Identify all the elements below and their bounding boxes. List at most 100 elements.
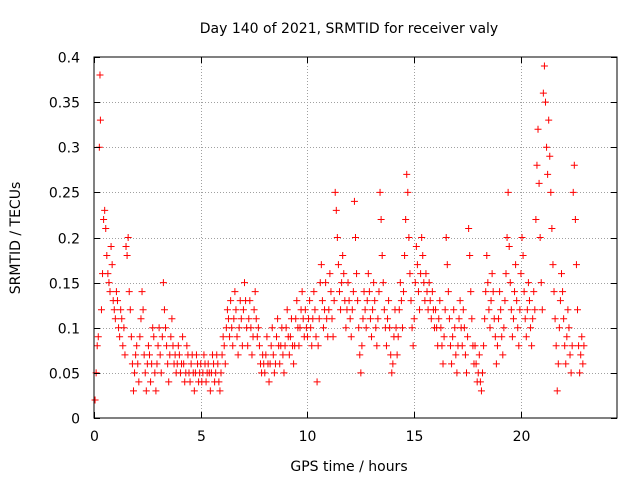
- data-point: [531, 306, 539, 314]
- data-point: [157, 369, 165, 377]
- data-point: [549, 261, 557, 269]
- data-point: [91, 396, 99, 404]
- data-point: [389, 360, 397, 368]
- data-point: [100, 215, 108, 223]
- data-point: [508, 333, 516, 341]
- data-point: [332, 206, 340, 214]
- data-point: [167, 333, 175, 341]
- data-point: [446, 342, 454, 350]
- data-point: [134, 360, 142, 368]
- data-point: [376, 188, 384, 196]
- data-point: [234, 351, 242, 359]
- data-point: [358, 342, 366, 350]
- data-point: [129, 387, 137, 395]
- data-point: [144, 342, 152, 350]
- data-point: [565, 324, 573, 332]
- data-point: [458, 342, 466, 350]
- data-point: [150, 333, 158, 341]
- data-point: [175, 351, 183, 359]
- data-point: [318, 297, 326, 305]
- data-point: [327, 288, 335, 296]
- data-point: [500, 324, 508, 332]
- x-tick-label: 15: [406, 429, 424, 445]
- y-tick-label: 0.1: [58, 322, 80, 338]
- data-point: [356, 351, 364, 359]
- data-point: [308, 342, 316, 350]
- data-point: [247, 324, 255, 332]
- data-point: [276, 360, 284, 368]
- data-point: [538, 306, 546, 314]
- data-point: [577, 351, 585, 359]
- data-point: [139, 306, 147, 314]
- data-point: [164, 360, 172, 368]
- data-point: [404, 188, 412, 196]
- data-point: [544, 170, 552, 178]
- data-point: [131, 369, 139, 377]
- data-point: [240, 279, 248, 287]
- data-point: [165, 378, 173, 386]
- data-point: [428, 288, 436, 296]
- data-point: [159, 279, 167, 287]
- data-point: [345, 297, 353, 305]
- x-tick-label: 20: [513, 429, 531, 445]
- data-point: [413, 261, 421, 269]
- data-point: [279, 351, 287, 359]
- data-point: [183, 342, 191, 350]
- data-point: [149, 324, 157, 332]
- data-point: [463, 369, 471, 377]
- data-point: [151, 369, 159, 377]
- data-point: [384, 315, 392, 323]
- data-point: [369, 306, 377, 314]
- data-point: [286, 333, 294, 341]
- data-point: [476, 378, 484, 386]
- data-point: [397, 297, 405, 305]
- data-point: [290, 360, 298, 368]
- data-point: [551, 315, 559, 323]
- data-point: [221, 360, 229, 368]
- x-tick-labels: 0 5 10 15 20: [90, 429, 530, 445]
- data-point: [540, 62, 548, 70]
- y-tick-label: 0.3: [58, 141, 80, 157]
- data-point: [359, 315, 367, 323]
- data-point: [119, 342, 127, 350]
- data-point: [535, 179, 543, 187]
- data-point: [363, 297, 371, 305]
- data-point: [449, 333, 457, 341]
- data-point: [409, 342, 417, 350]
- x-tick-label: 5: [197, 429, 206, 445]
- data-point: [206, 387, 214, 395]
- data-point: [274, 315, 282, 323]
- data-point: [529, 315, 537, 323]
- data-point: [364, 270, 372, 278]
- y-tick-label: 0.35: [49, 96, 80, 112]
- data-point: [487, 297, 495, 305]
- data-point: [250, 306, 258, 314]
- data-point: [441, 306, 449, 314]
- data-point: [186, 378, 194, 386]
- data-point: [485, 306, 493, 314]
- data-point: [539, 89, 547, 97]
- data-point: [366, 315, 374, 323]
- data-point: [375, 288, 383, 296]
- y-axis-title: SRMTID / TECUs: [8, 182, 24, 295]
- data-point: [254, 324, 262, 332]
- data-point: [521, 315, 529, 323]
- data-point: [560, 315, 568, 323]
- data-point: [118, 315, 126, 323]
- data-point: [301, 306, 309, 314]
- data-point: [103, 252, 111, 260]
- data-point: [448, 360, 456, 368]
- data-point: [347, 333, 355, 341]
- data-point: [104, 270, 112, 278]
- data-point: [239, 306, 247, 314]
- data-point: [219, 333, 227, 341]
- data-point: [513, 297, 521, 305]
- data-point: [126, 306, 134, 314]
- data-point: [553, 387, 561, 395]
- data-point: [105, 279, 113, 287]
- data-point: [466, 252, 474, 260]
- data-point: [567, 369, 575, 377]
- data-point: [418, 234, 426, 241]
- data-point: [519, 252, 527, 260]
- data-point: [536, 234, 544, 241]
